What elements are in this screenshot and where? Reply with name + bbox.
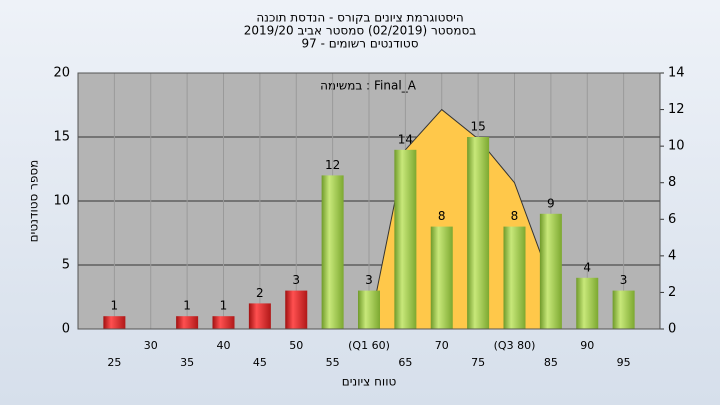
y-tick-label: 15 (53, 130, 70, 145)
y2-tick-label: 12 (668, 102, 685, 117)
data-label: 3 (620, 273, 628, 287)
data-label: 8 (438, 209, 446, 223)
chart-subtitle: בסמסטר (02/2019) סמסטר אביב 2019/20 (244, 24, 476, 38)
data-label: 8 (511, 209, 519, 223)
y2-tick-label: 0 (668, 322, 676, 337)
y2-tick-label: 14 (668, 66, 685, 81)
bar (358, 290, 380, 329)
bar (612, 290, 635, 329)
y-axis-label: מספר סטודנטים (27, 160, 41, 243)
y2-tick-label: 8 (668, 175, 676, 190)
bar (212, 316, 235, 329)
y2-tick-label: 10 (668, 139, 685, 154)
bar (503, 226, 526, 329)
x-tick-label: 85 (544, 356, 558, 369)
data-label: 14 (398, 132, 413, 146)
x-tick-label: 70 (435, 339, 449, 352)
data-label: 2 (256, 286, 264, 300)
y-tick-label: 5 (62, 258, 70, 273)
x-tick-label: (Q1 60) (348, 339, 390, 352)
x-tick-label: 25 (107, 356, 121, 369)
bar (103, 316, 126, 329)
x-tick-label: 30 (144, 339, 158, 352)
data-label: 3 (365, 273, 373, 287)
x-tick-label: (Q3 80) (494, 339, 536, 352)
data-label: 15 (470, 120, 485, 134)
data-label: 1 (220, 299, 228, 313)
x-tick-label: 50 (289, 339, 303, 352)
x-tick-label: 55 (326, 356, 340, 369)
data-label: 1 (183, 299, 191, 313)
y-tick-label: 10 (53, 194, 70, 209)
x-axis-label: טווח ציונים (342, 375, 397, 389)
bar (539, 213, 562, 329)
y2-tick-label: 4 (668, 248, 676, 263)
x-tick-label: 95 (617, 356, 631, 369)
bar (321, 175, 344, 329)
y2-tick-label: 6 (668, 212, 676, 227)
x-tick-label: 35 (180, 356, 194, 369)
bar (467, 137, 490, 329)
bar (576, 277, 599, 329)
data-label: 9 (547, 196, 555, 210)
y-tick-label: 20 (53, 66, 70, 81)
y2-tick-label: 2 (668, 285, 676, 300)
data-label: 3 (292, 273, 300, 287)
x-tick-label: 45 (253, 356, 267, 369)
bar (430, 226, 453, 329)
data-label: 1 (111, 299, 119, 313)
bar (285, 290, 308, 329)
x-tick-label: 40 (217, 339, 231, 352)
x-tick-label: 75 (471, 356, 485, 369)
bar (176, 316, 199, 329)
bar (248, 303, 271, 329)
bar (394, 149, 417, 329)
x-tick-label: 65 (398, 356, 412, 369)
data-label: 12 (325, 158, 340, 172)
plot-border (77, 72, 661, 330)
x-tick-label: 90 (580, 339, 594, 352)
chart-title: היסטוגרמת ציונים בקורס - הנדסת תוכנה (256, 11, 463, 25)
annotation: במשימה : Final_A (320, 79, 417, 93)
data-label: 4 (583, 260, 591, 274)
y-tick-label: 0 (62, 322, 70, 337)
chart-subtitle: סטודנטים רשומים - 97 (301, 37, 418, 51)
